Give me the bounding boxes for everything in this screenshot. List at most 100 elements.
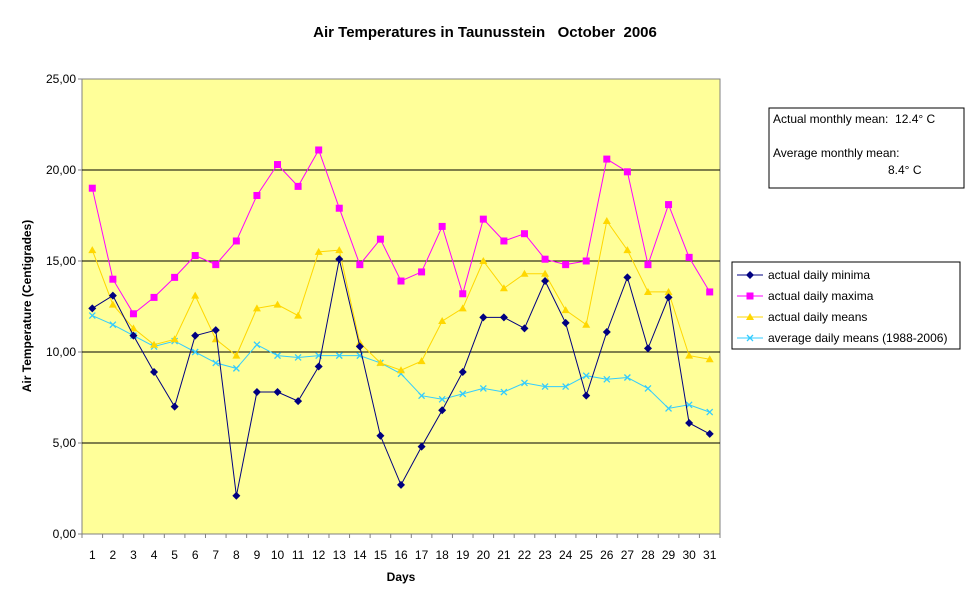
data-point bbox=[171, 273, 179, 281]
data-point bbox=[582, 372, 590, 380]
data-point bbox=[644, 384, 652, 392]
x-tick-label: 8 bbox=[233, 548, 240, 562]
data-point bbox=[376, 431, 385, 440]
data-point bbox=[109, 321, 117, 329]
data-point bbox=[541, 383, 549, 391]
data-point bbox=[458, 304, 467, 312]
data-point bbox=[355, 342, 364, 351]
actual-monthly-mean-text: Actual monthly mean: 12.4° C bbox=[773, 112, 936, 126]
legend-label: actual daily means bbox=[768, 310, 867, 324]
data-point bbox=[252, 304, 261, 312]
data-point bbox=[541, 269, 550, 277]
data-point bbox=[665, 404, 673, 412]
data-point bbox=[376, 358, 385, 366]
data-point bbox=[438, 406, 447, 415]
x-tick-label: 21 bbox=[497, 548, 511, 562]
data-point bbox=[438, 395, 446, 403]
y-tick-label: 5,00 bbox=[53, 436, 77, 450]
x-tick-label: 13 bbox=[333, 548, 347, 562]
x-tick-label: 18 bbox=[435, 548, 449, 562]
data-point bbox=[438, 222, 446, 230]
data-point bbox=[685, 418, 694, 427]
data-point bbox=[170, 335, 179, 343]
data-point bbox=[685, 401, 693, 409]
gridlines bbox=[82, 169, 720, 444]
data-point bbox=[459, 290, 467, 298]
data-point bbox=[458, 368, 467, 377]
data-point bbox=[603, 155, 611, 163]
legend-marker bbox=[746, 334, 754, 342]
legend-item: actual daily means bbox=[737, 310, 867, 324]
data-point bbox=[253, 341, 261, 349]
x-axis-label: Days bbox=[387, 570, 416, 584]
data-point bbox=[88, 312, 96, 320]
data-point bbox=[418, 268, 426, 276]
x-tick-label: 15 bbox=[374, 548, 388, 562]
x-tick-label: 7 bbox=[212, 548, 219, 562]
data-point bbox=[129, 310, 137, 318]
x-tick-label: 17 bbox=[415, 548, 429, 562]
x-tick-label: 1 bbox=[89, 548, 96, 562]
info-box-frame bbox=[768, 107, 965, 189]
data-point bbox=[706, 408, 714, 416]
data-point bbox=[418, 392, 426, 400]
data-point bbox=[521, 379, 528, 387]
x-tick-label: 14 bbox=[353, 548, 367, 562]
data-point bbox=[88, 184, 96, 192]
data-point bbox=[88, 304, 97, 313]
data-point bbox=[108, 300, 117, 308]
data-point bbox=[376, 235, 384, 243]
x-tick-label: 2 bbox=[110, 548, 117, 562]
data-point bbox=[232, 491, 241, 500]
x-tick-label: 27 bbox=[621, 548, 635, 562]
data-point bbox=[211, 326, 220, 335]
data-point bbox=[500, 388, 508, 396]
data-point bbox=[88, 246, 97, 254]
average-monthly-mean-value: 8.4° C bbox=[888, 163, 922, 177]
data-point bbox=[643, 287, 652, 295]
data-point bbox=[232, 364, 240, 372]
data-point bbox=[191, 331, 200, 340]
data-point bbox=[335, 204, 343, 212]
data-point bbox=[274, 161, 282, 169]
x-tick-label: 31 bbox=[703, 548, 717, 562]
series-1 bbox=[88, 146, 714, 318]
data-point bbox=[129, 324, 138, 332]
x-tick-label: 3 bbox=[130, 548, 137, 562]
data-point bbox=[170, 402, 179, 411]
x-tick-label: 6 bbox=[192, 548, 199, 562]
data-point bbox=[438, 317, 447, 325]
data-point bbox=[150, 340, 159, 348]
data-point bbox=[520, 230, 528, 238]
legend-marker bbox=[746, 313, 754, 320]
data-point bbox=[561, 306, 570, 314]
y-tick-label: 20,00 bbox=[46, 163, 76, 177]
data-point bbox=[705, 429, 714, 438]
data-point bbox=[211, 335, 220, 343]
data-point bbox=[520, 269, 529, 277]
x-tick-label: 28 bbox=[641, 548, 655, 562]
data-point bbox=[109, 275, 117, 283]
data-point bbox=[706, 288, 714, 296]
data-point bbox=[479, 257, 488, 264]
data-point bbox=[665, 201, 673, 209]
data-point bbox=[541, 255, 549, 263]
data-point bbox=[397, 277, 405, 285]
data-point bbox=[191, 348, 199, 356]
data-point bbox=[294, 397, 303, 406]
data-point bbox=[623, 168, 631, 176]
series-0 bbox=[88, 255, 714, 500]
x-tick-label: 10 bbox=[271, 548, 285, 562]
data-point bbox=[705, 355, 714, 363]
data-point bbox=[356, 261, 364, 269]
x-tick-label: 25 bbox=[580, 548, 594, 562]
data-point bbox=[644, 261, 652, 269]
legend-marker bbox=[746, 292, 754, 300]
data-point bbox=[623, 374, 631, 381]
data-point bbox=[129, 331, 138, 340]
average-monthly-mean-label: Average monthly mean: bbox=[773, 146, 900, 160]
x-tick-label: 16 bbox=[394, 548, 408, 562]
legend-item: actual daily minima bbox=[737, 268, 870, 282]
x-tick-label: 4 bbox=[151, 548, 158, 562]
legend-item: average daily means (1988-2006) bbox=[737, 331, 947, 345]
